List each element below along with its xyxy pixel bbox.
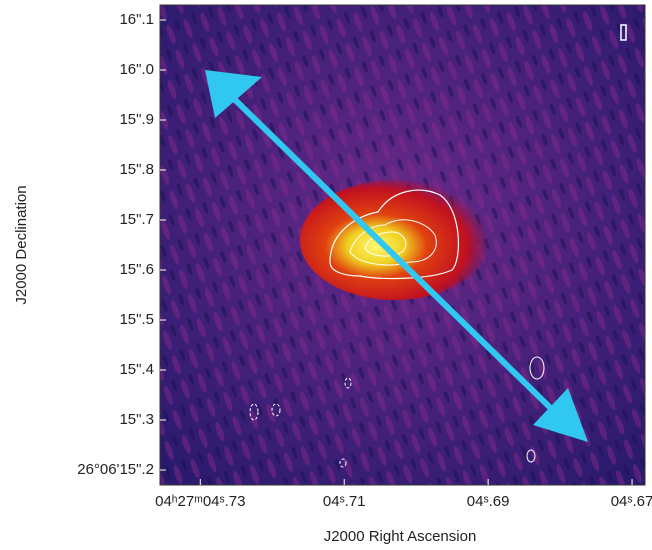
x-axis-label: J2000 Right Ascension bbox=[324, 528, 477, 545]
x-tick-label: 04ˢ.71 bbox=[323, 493, 366, 510]
y-tick-label: 15".5 bbox=[119, 311, 154, 328]
y-tick-label: 16".0 bbox=[119, 61, 154, 78]
direction-arrow bbox=[205, 70, 588, 442]
y-tick-label: 15".7 bbox=[119, 211, 154, 228]
y-axis-label: J2000 Declination bbox=[13, 185, 30, 304]
y-tick-label: 15".9 bbox=[119, 111, 154, 128]
y-tick-label: 15".8 bbox=[119, 161, 154, 178]
plot-frame bbox=[159, 4, 646, 486]
x-tick-label: 04ʰ27ᵐ04ˢ.73 bbox=[155, 493, 245, 510]
x-tick-label: 04ˢ.69 bbox=[467, 493, 510, 510]
y-tick-label: 15".4 bbox=[119, 361, 154, 378]
y-tick-label: 15".6 bbox=[119, 261, 154, 278]
y-tick-label: 15".3 bbox=[119, 411, 154, 428]
y-tick-label: 26°06'15".2 bbox=[77, 461, 154, 478]
x-tick-label: 04ˢ.67 bbox=[611, 493, 652, 510]
y-tick-label: 16".1 bbox=[119, 11, 154, 28]
